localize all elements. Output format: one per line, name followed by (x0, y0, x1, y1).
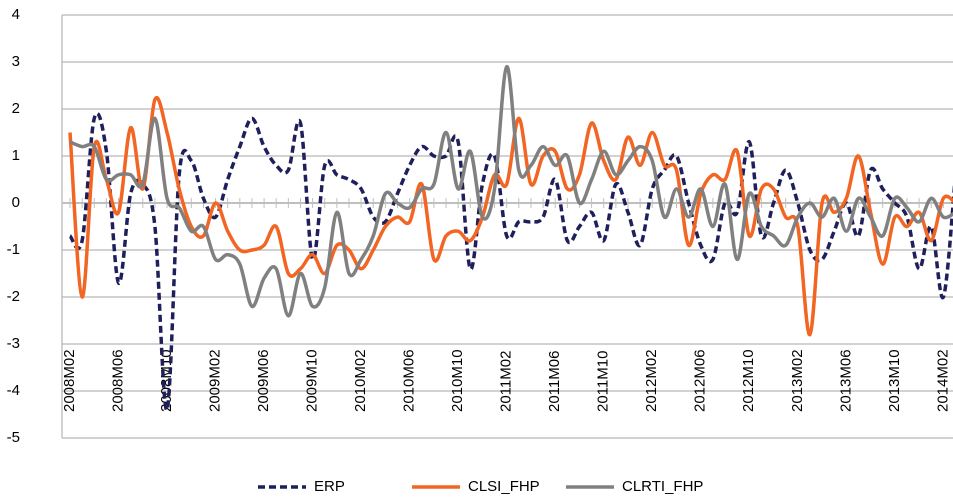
x-tick-label: 2011M10 (595, 351, 612, 412)
x-tick-label: 2014M02 (934, 349, 951, 412)
x-tick-label: 2012M10 (740, 349, 757, 412)
y-tick-label: 3 (12, 53, 20, 70)
x-tick-label: 2013M02 (789, 349, 806, 412)
x-tick-label: 2010M06 (401, 349, 418, 412)
legend-label: CLSI_FHP (468, 478, 540, 495)
series-line (68, 95, 953, 337)
y-tick-label: -5 (7, 429, 20, 446)
x-tick-label: 2010M10 (449, 349, 466, 412)
x-tick-label: 2011M06 (546, 351, 563, 412)
y-tick-label: -3 (7, 335, 20, 352)
x-tick-label: 2013M10 (886, 349, 903, 412)
x-tick-label: 2010M02 (352, 349, 369, 412)
legend-label: CLRTI_FHP (622, 478, 703, 495)
series-line (68, 111, 953, 412)
y-tick-label: 1 (12, 147, 20, 164)
series-line (69, 64, 953, 318)
x-tick-label: 2009M10 (304, 349, 321, 412)
x-tick-label: 2013M06 (837, 349, 854, 412)
y-tick-label: 2 (12, 100, 20, 117)
x-tick-label: 2008M06 (109, 349, 126, 412)
y-tick-label: 4 (12, 6, 20, 23)
x-tick-label: 2012M02 (643, 349, 660, 412)
x-tick-label: 2008M02 (61, 349, 78, 412)
legend-label: ERP (314, 478, 345, 495)
x-tick-label: 2011M02 (498, 351, 515, 412)
x-tick-label: 2009M02 (207, 349, 224, 412)
y-tick-label: -4 (7, 382, 20, 399)
x-tick-label: 2012M06 (692, 349, 709, 412)
x-tick-label: 2009M06 (255, 349, 272, 412)
y-tick-label: -2 (7, 288, 20, 305)
y-tick-label: -1 (7, 241, 20, 258)
y-tick-label: 0 (12, 194, 20, 211)
